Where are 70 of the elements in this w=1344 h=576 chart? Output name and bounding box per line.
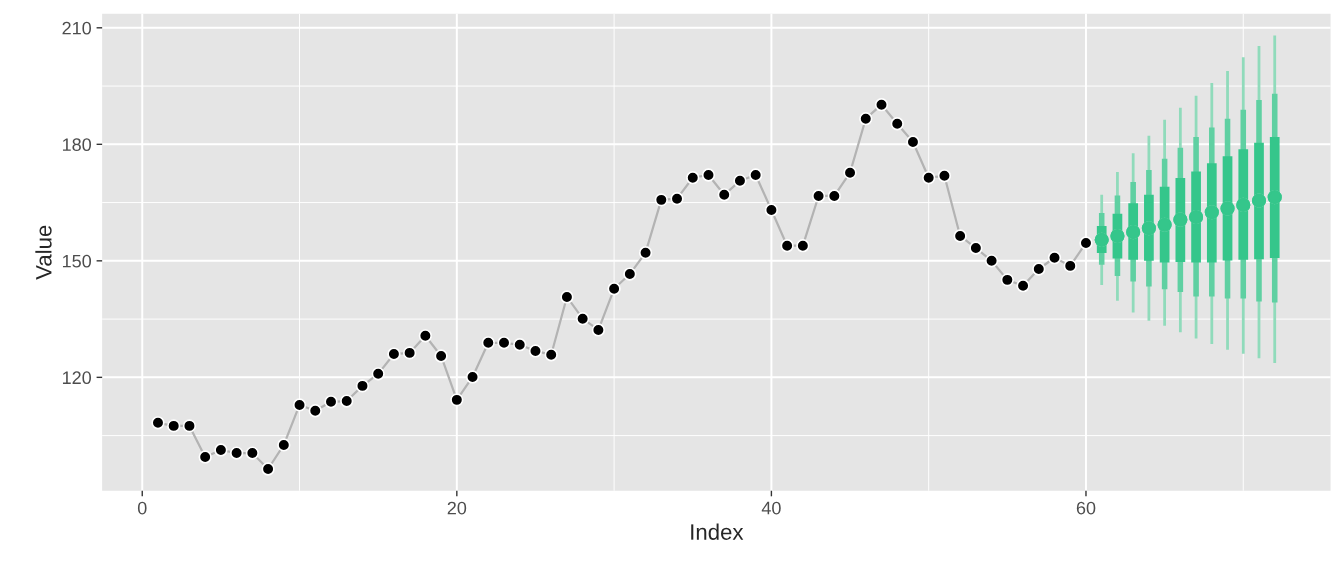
point <box>796 239 810 253</box>
y-tick-label: 210 <box>62 21 92 35</box>
point <box>481 336 495 350</box>
y-tick-label: 120 <box>62 371 92 385</box>
point <box>591 323 606 337</box>
point <box>576 312 590 326</box>
y-tick-label: 180 <box>62 138 92 152</box>
point <box>198 450 212 464</box>
point <box>261 462 275 476</box>
point <box>874 98 889 112</box>
point <box>229 446 244 460</box>
point <box>859 112 873 126</box>
point <box>906 135 920 149</box>
point <box>733 174 747 188</box>
point <box>984 254 999 268</box>
point <box>182 419 197 433</box>
point <box>811 189 826 203</box>
point <box>701 168 716 182</box>
point <box>953 229 967 243</box>
x-tick-label: 0 <box>137 501 147 515</box>
point <box>890 117 904 131</box>
point <box>151 416 165 430</box>
point <box>214 443 228 457</box>
point <box>387 347 401 361</box>
point <box>434 349 448 363</box>
point <box>654 193 668 207</box>
point <box>827 189 841 203</box>
point <box>937 169 952 183</box>
point <box>1079 236 1093 250</box>
point <box>623 267 637 281</box>
point <box>245 446 259 460</box>
point <box>843 166 857 180</box>
y-tick-label: 150 <box>62 254 92 268</box>
point <box>638 246 653 260</box>
point <box>544 348 558 362</box>
point <box>340 394 354 408</box>
point <box>607 282 621 296</box>
point <box>371 367 385 381</box>
point <box>292 398 307 412</box>
point <box>1032 262 1046 276</box>
point <box>418 329 433 343</box>
point <box>402 346 417 360</box>
point <box>670 192 684 206</box>
point <box>513 338 527 352</box>
point <box>560 290 574 304</box>
x-axis-title: Index <box>691 523 744 540</box>
x-tick-label: 60 <box>1076 501 1096 515</box>
point <box>465 370 480 384</box>
point <box>922 171 936 185</box>
point <box>969 241 983 255</box>
point <box>717 188 731 202</box>
point <box>764 203 779 217</box>
x-tick-label: 20 <box>447 501 467 515</box>
point <box>450 393 464 407</box>
point <box>277 438 291 452</box>
y-axis-title: Value <box>35 225 52 280</box>
point <box>324 395 338 409</box>
point <box>686 171 700 185</box>
x-tick-label: 40 <box>761 501 781 515</box>
point <box>780 239 794 253</box>
point <box>355 379 370 393</box>
point <box>1063 259 1077 273</box>
point <box>528 344 543 358</box>
point <box>1016 279 1030 293</box>
point <box>308 404 322 418</box>
point <box>1047 251 1062 265</box>
point <box>167 419 181 433</box>
point <box>749 168 763 182</box>
point <box>1000 273 1014 287</box>
point <box>497 336 511 350</box>
